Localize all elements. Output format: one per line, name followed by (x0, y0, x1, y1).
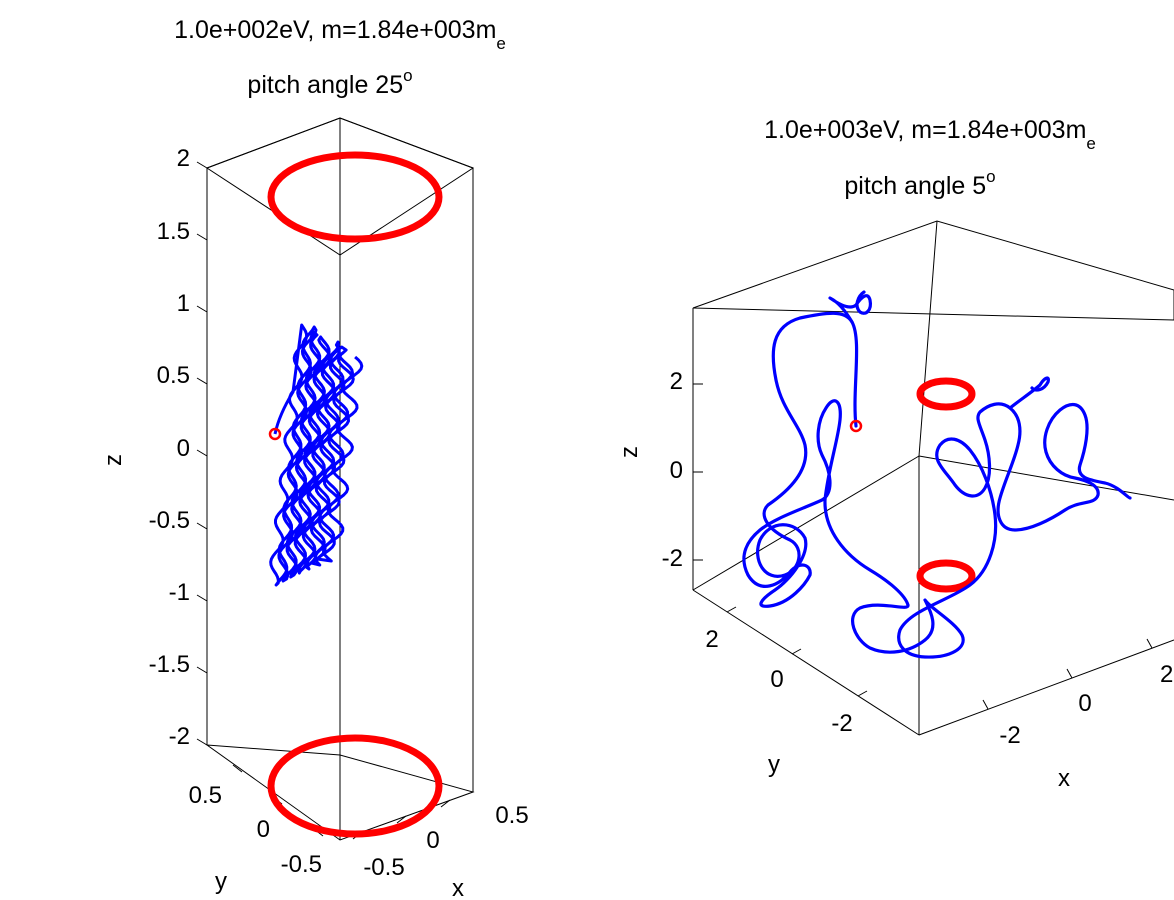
trajectory-loop (828, 290, 872, 324)
plot-right-z-ticks: 2 0 -2 (662, 368, 703, 572)
z-tick-label: 1.5 (157, 218, 190, 245)
x-tick-label: 0.5 (495, 802, 528, 829)
y-tick-label: -0.5 (281, 851, 322, 878)
ring-upper (916, 377, 976, 411)
plot-right-y-label: y (768, 751, 780, 778)
y-tick-label: 0 (257, 816, 270, 843)
plot-right-x-label: x (1058, 765, 1070, 792)
plot-left-y-label: y (215, 868, 227, 895)
z-tick-label: -1.5 (149, 651, 190, 678)
y-tick-label: -2 (831, 710, 852, 737)
plot-left-z-label: z (100, 454, 127, 466)
z-tick-label: 0.5 (157, 362, 190, 389)
plot-left-x-ticks: -0.5 0 0.5 (352, 799, 529, 881)
plot-right-data (742, 290, 1132, 659)
x-tick-label: 0 (426, 827, 439, 854)
x-tick-label: 0 (1078, 690, 1091, 717)
y-tick-label: 2 (705, 626, 718, 653)
plot-right-x-ticks: -2 0 2 (982, 638, 1173, 749)
z-tick-label: 0 (670, 457, 683, 484)
plot-left-x-label: x (452, 875, 464, 900)
z-tick-label: -0.5 (149, 507, 190, 534)
plot-left-data (267, 151, 443, 838)
z-tick-label: 0 (177, 435, 190, 462)
z-tick-label: -1 (169, 579, 190, 606)
plot-left-title-line1: 1.0e+002eV, m=1.84e+003me (174, 16, 506, 53)
x-tick-label: -2 (999, 722, 1020, 749)
plot-left-y-ticks: 0.5 0 -0.5 (189, 764, 324, 878)
ring-lower (916, 559, 976, 593)
plot-right-y-ticks: 2 0 -2 (705, 606, 868, 737)
plot-right: 1.0e+003eV, m=1.84e+003me pitch angle 5o… (616, 116, 1174, 792)
y-tick-label: 0.5 (189, 782, 222, 809)
plot-right-z-label: z (616, 446, 643, 458)
trajectory-branch (1008, 376, 1050, 410)
z-tick-label: 1 (177, 290, 190, 317)
plot-right-box (692, 220, 1174, 736)
z-tick-label: 2 (177, 145, 190, 172)
x-tick-label: 2 (1160, 661, 1173, 688)
trajectory (269, 323, 364, 587)
start-marker (268, 427, 282, 441)
x-tick-label: -0.5 (363, 854, 404, 881)
ring-upper (267, 151, 443, 243)
plot-right-title-line2: pitch angle 5o (844, 167, 995, 200)
plot-left-title-line2: pitch angle 25o (247, 66, 412, 99)
trajectory (742, 311, 1132, 659)
plot-right-title-line1: 1.0e+003eV, m=1.84e+003me (764, 116, 1096, 153)
plot-left-z-ticks: 2 1.5 1 0.5 0 -0.5 -1 -1.5 -2 (149, 145, 208, 750)
plot-left: 1.0e+002eV, m=1.84e+003me pitch angle 25… (100, 16, 529, 900)
ring-lower (267, 734, 443, 838)
z-tick-label: -2 (169, 723, 190, 750)
y-tick-label: 0 (770, 666, 783, 693)
z-tick-label: -2 (662, 545, 683, 572)
z-tick-label: 2 (670, 368, 683, 395)
start-marker (849, 419, 863, 433)
